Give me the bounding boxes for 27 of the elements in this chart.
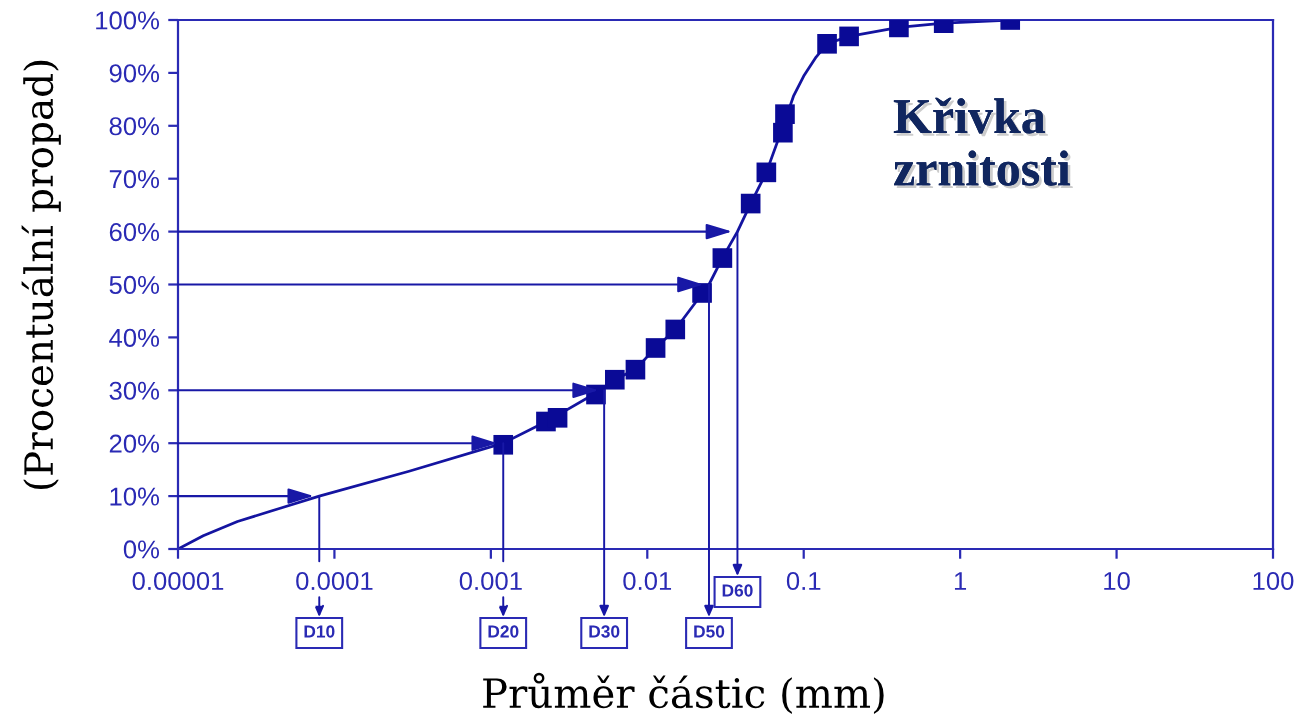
y-tick-label: 0% (123, 540, 160, 559)
x-axis-title: Průměr částic (mm) (483, 672, 884, 715)
x-tick-label: 0.00001 (132, 571, 224, 591)
y-tick-label: 40% (109, 328, 160, 347)
y-tick-label: 70% (109, 170, 160, 189)
y-tick-label: 30% (109, 381, 160, 400)
y-tick-label: 20% (109, 434, 160, 453)
x-tick-label: 0.01 (623, 571, 672, 591)
annotation: D60 (722, 584, 753, 597)
annotation: D10 (304, 625, 335, 638)
annotation: D20 (488, 625, 519, 638)
x-tick-label: 0.1 (786, 571, 821, 591)
y-tick-label: 50% (109, 275, 160, 295)
y-tick-label: 100% (96, 11, 160, 30)
y-tick-label: 90% (109, 64, 160, 83)
y-tick-label: 60% (109, 222, 160, 242)
annotation: D30 (589, 625, 620, 638)
text: Křivka zrnitosti (893, 97, 1073, 189)
annotation: D50 (694, 625, 725, 638)
x-tick-label: 100 (1253, 571, 1294, 591)
x-tick-label: 10 (1104, 571, 1130, 591)
y-tick-label: 80% (109, 117, 160, 136)
x-tick-label: 0.001 (459, 571, 522, 591)
x-tick-label: 1 (954, 572, 967, 590)
x-tick-label: 0.0001 (296, 571, 373, 591)
y-axis-title: (Procentuální propad) (21, 60, 61, 490)
y-tick-label: 10% (110, 487, 160, 506)
